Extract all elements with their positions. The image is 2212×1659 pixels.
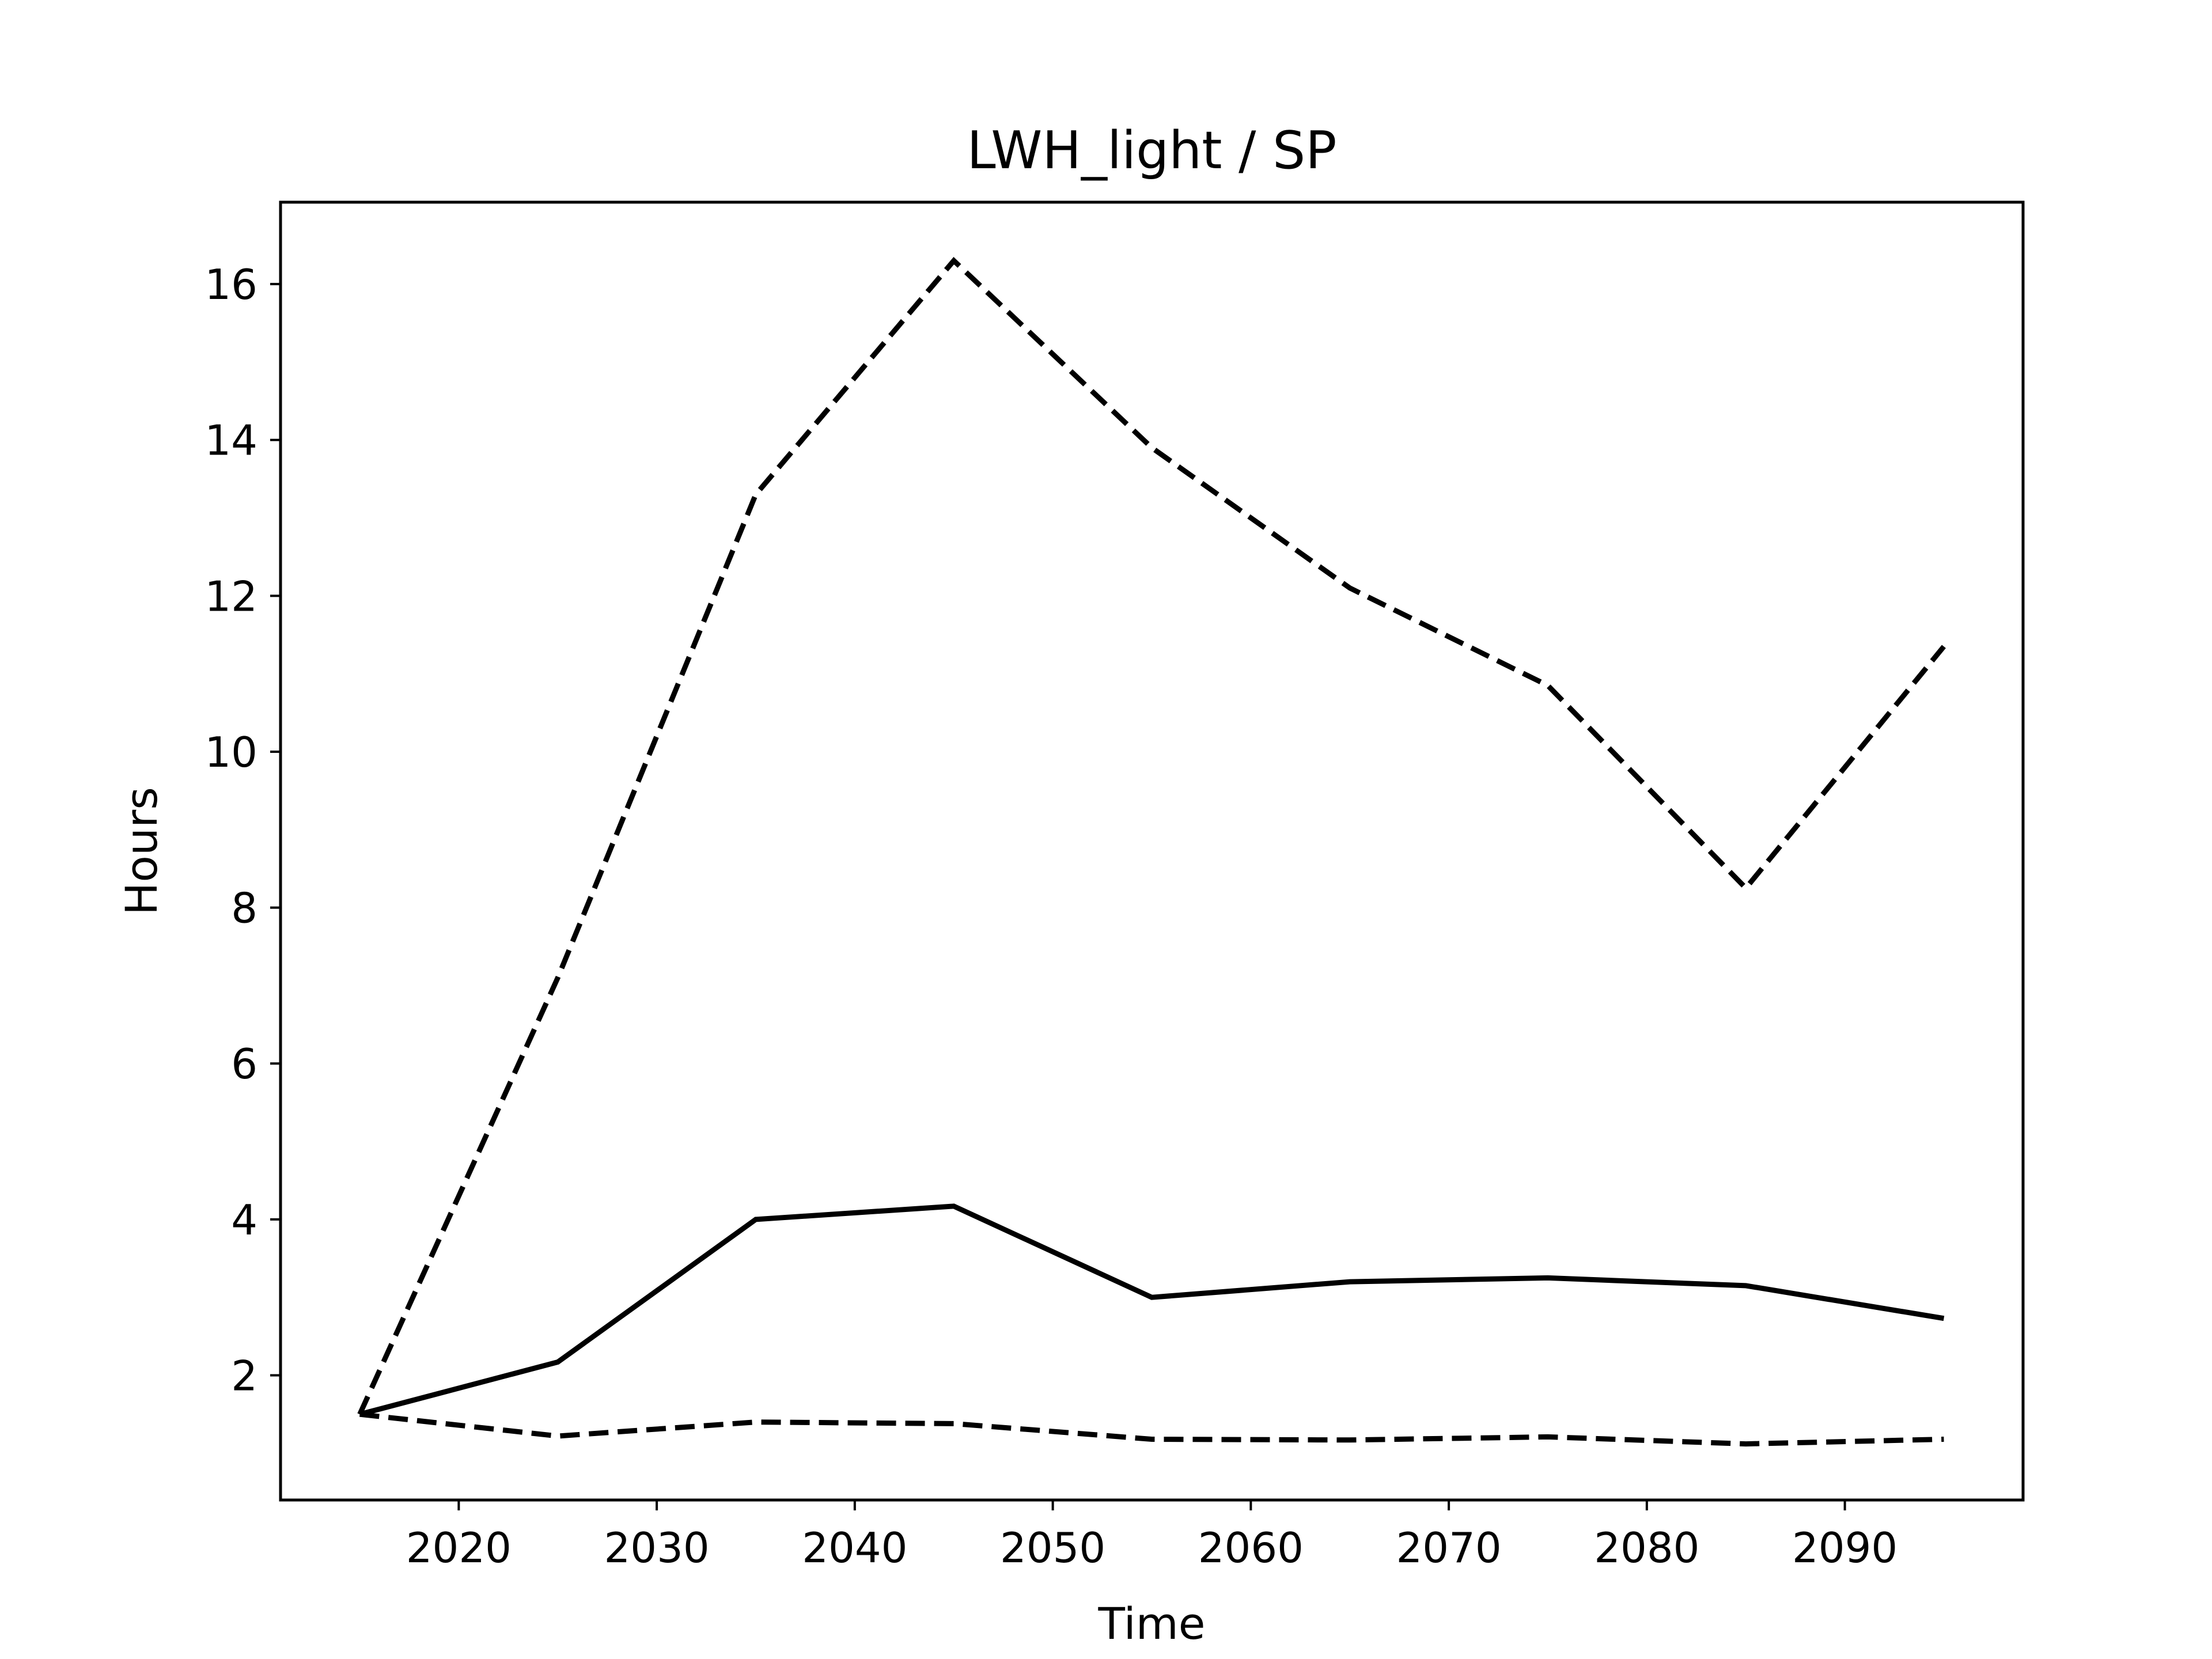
ticks-layer: 2020 2030 2040 2050 2060 2070 2080 2090 2 4 6 8 10 12… <box>204 260 1897 1572</box>
y-tick-label: 10 <box>204 728 257 777</box>
x-axis-label: Time <box>1098 1598 1206 1649</box>
y-tick-label: 12 <box>204 572 257 620</box>
x-tick-label: 2030 <box>604 1524 710 1572</box>
x-tick-label: 2070 <box>1396 1524 1502 1572</box>
y-axis-label: Hours <box>116 787 167 915</box>
y-tick-label: 6 <box>231 1040 257 1088</box>
series-layer <box>357 256 1946 1447</box>
x-tick-label: 2080 <box>1594 1524 1699 1572</box>
y-tick-label: 2 <box>231 1351 257 1400</box>
x-tick-label: 2020 <box>406 1524 512 1572</box>
y-tick-label: 8 <box>231 884 257 933</box>
y-tick-label: 4 <box>231 1196 257 1244</box>
plot-frame <box>279 200 2025 1502</box>
chart-title: LWH_light / SP <box>967 120 1337 181</box>
y-tick-label: 16 <box>204 260 257 309</box>
x-tick-label: 2090 <box>1792 1524 1897 1572</box>
x-tick-label: 2060 <box>1198 1524 1304 1572</box>
series-line-2 <box>357 256 1946 1416</box>
series-line-1 <box>359 1203 1945 1417</box>
x-tick-label: 2050 <box>1000 1524 1105 1572</box>
y-tick-label: 14 <box>204 416 257 465</box>
series-line-3 <box>359 1411 1944 1447</box>
x-tick-label: 2040 <box>802 1524 907 1572</box>
